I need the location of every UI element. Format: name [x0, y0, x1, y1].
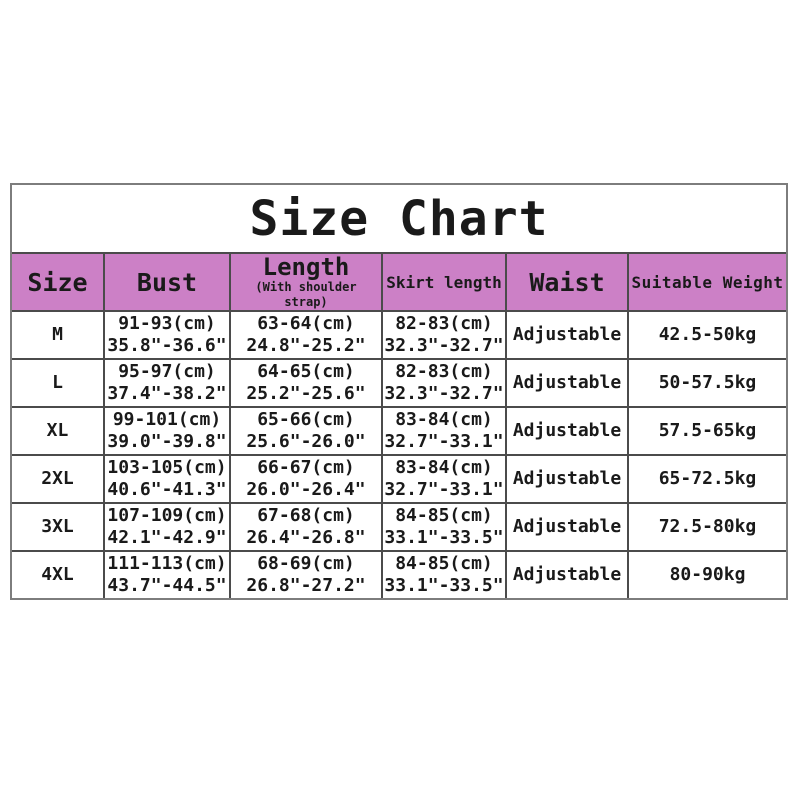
length-cm: 65-66(cm) [257, 409, 355, 430]
length-cm: 64-65(cm) [257, 361, 355, 382]
page-title: Size Chart [12, 185, 786, 254]
skirt-in: 33.1"-33.5" [384, 527, 504, 548]
table-row-xl: XL 99-101(cm) 39.0"-39.8" 65-66(cm) 25.6… [12, 406, 786, 456]
bust-in: 43.7"-44.5" [107, 575, 227, 596]
length-in: 26.8"-27.2" [246, 575, 366, 596]
cell-size: L [12, 358, 105, 408]
column-header-size: Size [12, 254, 105, 312]
cell-size: 4XL [12, 550, 105, 598]
length-in: 25.6"-26.0" [246, 431, 366, 452]
cell-skirt-length: 84-85(cm) 33.1"-33.5" [381, 502, 507, 552]
cell-waist: Adjustable [505, 310, 629, 360]
bust-cm: 111-113(cm) [107, 553, 227, 574]
column-header-skirt-length: Skirt length [381, 254, 507, 312]
cell-bust: 91-93(cm) 35.8"-36.6" [103, 310, 231, 360]
skirt-cm: 84-85(cm) [395, 505, 493, 526]
table-row-m: M 91-93(cm) 35.8"-36.6" 63-64(cm) 24.8"-… [12, 310, 786, 360]
size-chart-panel: Size Chart Size Bust Length (With should… [10, 183, 788, 600]
cell-size: XL [12, 406, 105, 456]
size-chart-table: Size Bust Length (With shoulder strap) S… [12, 254, 786, 598]
cell-weight: 65-72.5kg [627, 454, 786, 504]
table-header-row: Size Bust Length (With shoulder strap) S… [12, 254, 786, 312]
skirt-in: 32.3"-32.7" [384, 335, 504, 356]
bust-cm: 91-93(cm) [118, 313, 216, 334]
length-in: 25.2"-25.6" [246, 383, 366, 404]
length-in: 24.8"-25.2" [246, 335, 366, 356]
cell-weight: 57.5-65kg [627, 406, 786, 456]
skirt-cm: 82-83(cm) [395, 361, 493, 382]
skirt-cm: 84-85(cm) [395, 553, 493, 574]
cell-bust: 95-97(cm) 37.4"-38.2" [103, 358, 231, 408]
table-row-3xl: 3XL 107-109(cm) 42.1"-42.9" 67-68(cm) 26… [12, 502, 786, 552]
column-header-waist: Waist [505, 254, 629, 312]
column-header-suitable-weight: Suitable Weight [627, 254, 786, 312]
cell-waist: Adjustable [505, 406, 629, 456]
skirt-in: 33.1"-33.5" [384, 575, 504, 596]
column-header-length-subtitle: (With shoulder strap) [255, 280, 357, 309]
cell-weight: 50-57.5kg [627, 358, 786, 408]
bust-in: 40.6"-41.3" [107, 479, 227, 500]
cell-skirt-length: 82-83(cm) 32.3"-32.7" [381, 310, 507, 360]
cell-length: 65-66(cm) 25.6"-26.0" [229, 406, 383, 456]
length-cm: 63-64(cm) [257, 313, 355, 334]
skirt-cm: 83-84(cm) [395, 457, 493, 478]
cell-bust: 107-109(cm) 42.1"-42.9" [103, 502, 231, 552]
skirt-cm: 83-84(cm) [395, 409, 493, 430]
length-in: 26.0"-26.4" [246, 479, 366, 500]
cell-length: 64-65(cm) 25.2"-25.6" [229, 358, 383, 408]
cell-waist: Adjustable [505, 550, 629, 598]
skirt-in: 32.3"-32.7" [384, 383, 504, 404]
cell-weight: 80-90kg [627, 550, 786, 598]
cell-length: 67-68(cm) 26.4"-26.8" [229, 502, 383, 552]
bust-in: 39.0"-39.8" [107, 431, 227, 452]
bust-in: 35.8"-36.6" [107, 335, 227, 356]
cell-bust: 111-113(cm) 43.7"-44.5" [103, 550, 231, 598]
length-cm: 67-68(cm) [257, 505, 355, 526]
bust-cm: 107-109(cm) [107, 505, 227, 526]
cell-waist: Adjustable [505, 358, 629, 408]
column-header-bust: Bust [103, 254, 231, 312]
cell-bust: 99-101(cm) 39.0"-39.8" [103, 406, 231, 456]
cell-length: 63-64(cm) 24.8"-25.2" [229, 310, 383, 360]
cell-weight: 42.5-50kg [627, 310, 786, 360]
skirt-in: 32.7"-33.1" [384, 479, 504, 500]
length-cm: 68-69(cm) [257, 553, 355, 574]
length-in: 26.4"-26.8" [246, 527, 366, 548]
cell-skirt-length: 83-84(cm) 32.7"-33.1" [381, 406, 507, 456]
cell-waist: Adjustable [505, 454, 629, 504]
cell-length: 68-69(cm) 26.8"-27.2" [229, 550, 383, 598]
cell-size: 3XL [12, 502, 105, 552]
cell-length: 66-67(cm) 26.0"-26.4" [229, 454, 383, 504]
cell-weight: 72.5-80kg [627, 502, 786, 552]
cell-skirt-length: 82-83(cm) 32.3"-32.7" [381, 358, 507, 408]
bust-in: 37.4"-38.2" [107, 383, 227, 404]
bust-cm: 99-101(cm) [112, 409, 222, 430]
table-row-4xl: 4XL 111-113(cm) 43.7"-44.5" 68-69(cm) 26… [12, 550, 786, 598]
cell-size: 2XL [12, 454, 105, 504]
length-cm: 66-67(cm) [257, 457, 355, 478]
bust-in: 42.1"-42.9" [107, 527, 227, 548]
cell-skirt-length: 83-84(cm) 32.7"-33.1" [381, 454, 507, 504]
cell-skirt-length: 84-85(cm) 33.1"-33.5" [381, 550, 507, 598]
cell-size: M [12, 310, 105, 360]
cell-waist: Adjustable [505, 502, 629, 552]
table-row-l: L 95-97(cm) 37.4"-38.2" 64-65(cm) 25.2"-… [12, 358, 786, 408]
cell-bust: 103-105(cm) 40.6"-41.3" [103, 454, 231, 504]
column-header-length-label: Length [262, 254, 350, 281]
bust-cm: 103-105(cm) [107, 457, 227, 478]
skirt-in: 32.7"-33.1" [384, 431, 504, 452]
column-header-length: Length (With shoulder strap) [229, 254, 383, 312]
bust-cm: 95-97(cm) [118, 361, 216, 382]
skirt-cm: 82-83(cm) [395, 313, 493, 334]
table-row-2xl: 2XL 103-105(cm) 40.6"-41.3" 66-67(cm) 26… [12, 454, 786, 504]
